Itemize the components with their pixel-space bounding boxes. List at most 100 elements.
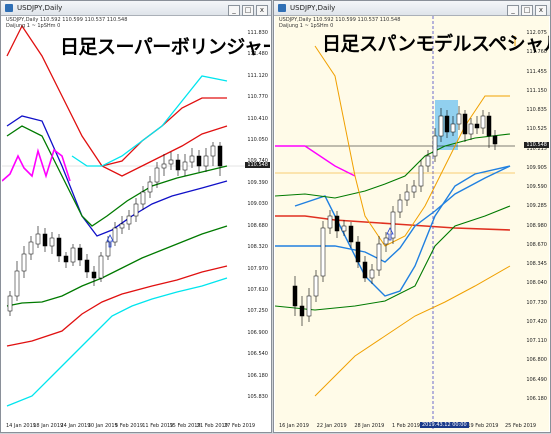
bull-candle — [70, 247, 76, 263]
x-axis-tick-label: 18 Jan 2019 — [33, 423, 64, 429]
bear-candle — [63, 255, 69, 263]
indicator-info-line: Daijung 1 ~ 1pSHm 0 — [6, 23, 61, 29]
bear-candle — [334, 215, 340, 232]
bull-candle — [14, 270, 20, 297]
chart-window-bollinger[interactable]: USDJPY,Daily _ □ x USDJPY,Daily 110.592 11… — [0, 0, 272, 433]
window-titlebar[interactable]: USDJPY,Daily _ □ x — [274, 1, 550, 16]
y-axis-tick-label: 106.900 — [247, 329, 268, 336]
bull-candle — [404, 191, 410, 201]
y-axis-tick-label: 109.285 — [526, 203, 547, 210]
y-axis-tick-label: 112.075 — [526, 30, 547, 36]
x-axis-tick-label: 15 Feb 2019 — [169, 423, 201, 429]
y-axis-tick-label: 110.770 — [247, 94, 268, 101]
bear-candle — [474, 123, 480, 129]
x-axis-tick-label: 27 Feb 2019 — [224, 423, 256, 429]
maximize-button[interactable]: □ — [242, 5, 254, 16]
x-axis-tick-label: 30 Jan 2019 — [87, 423, 118, 429]
y-axis-tick-label: 107.420 — [526, 318, 547, 325]
y-axis-tick-label: 108.320 — [247, 244, 268, 251]
chart-info-line: USDJPY,Daily 110.592 110.599 110.537 110… — [6, 17, 128, 23]
span-red-line — [275, 215, 511, 231]
bull-candle — [210, 145, 216, 157]
window-titlebar[interactable]: USDJPY,Daily _ □ x — [1, 1, 271, 16]
y-axis-tick-label: 110.525 — [526, 126, 547, 133]
bull-candle — [147, 181, 153, 193]
y-axis-tick-label: 111.760 — [526, 49, 547, 56]
y-axis-tick-label: 109.905 — [526, 164, 547, 171]
y-axis-tick-label: 108.980 — [526, 222, 547, 229]
y-axis-tick-label: 106.180 — [526, 396, 547, 402]
bb-plus-2-line — [6, 24, 228, 177]
bull-candle — [168, 159, 174, 165]
y-axis-tick-label: 109.030 — [247, 201, 268, 208]
bull-candle — [28, 241, 34, 255]
bull-candle — [456, 113, 462, 125]
bb-lower-2-line — [6, 225, 228, 307]
bear-candle — [175, 159, 181, 171]
bear-candle — [486, 115, 492, 137]
bollinger-chart-svg — [2, 24, 250, 407]
bull-candle — [98, 255, 104, 279]
chart-plot-area[interactable]: USDJPY,Daily 110.592 110.599 110.537 110… — [275, 16, 549, 431]
bull-candle — [383, 237, 389, 245]
bull-candle — [320, 227, 326, 277]
y-axis-tick-label: 108.680 — [247, 222, 268, 229]
minimize-button[interactable]: _ — [228, 5, 240, 16]
bb-center-line — [6, 125, 228, 227]
chart-window-span-model[interactable]: USDJPY,Daily _ □ x USDJPY,Daily 110.592 11… — [273, 0, 551, 433]
bull-candle — [418, 165, 424, 187]
bull-candle — [105, 241, 111, 257]
close-button[interactable]: x — [256, 5, 268, 16]
bear-candle — [217, 145, 223, 167]
bull-candle — [425, 155, 431, 167]
y-axis-tick-label: 111.480 — [247, 51, 268, 58]
bull-candle — [182, 161, 188, 171]
chart-info-line: USDJPY,Daily 110.592 110.599 110.537 110… — [279, 17, 401, 23]
arrow-up-icon — [106, 234, 114, 248]
bear-candle — [91, 271, 97, 279]
chart-window-icon — [5, 4, 13, 12]
window-title: USDJPY,Daily — [290, 4, 336, 12]
close-button[interactable]: x — [535, 5, 547, 16]
bull-candle — [438, 115, 444, 137]
crosshair-date-label: 2019.43.12 00:00 — [420, 422, 469, 428]
minimize-button[interactable]: _ — [507, 5, 519, 16]
y-axis-tick-label: 107.610 — [247, 286, 268, 293]
bull-candle — [7, 295, 13, 312]
x-axis-tick-label: 28 Jan 2019 — [354, 423, 385, 429]
bear-candle — [42, 233, 48, 247]
x-axis-tick-label: 5 Feb 2019 — [115, 423, 143, 429]
bull-candle — [313, 275, 319, 297]
bull-candle — [468, 123, 474, 135]
chart-banner-title: 日足スーパーボリンジャー — [60, 36, 270, 58]
bull-candle — [140, 191, 146, 205]
y-axis-tick-label: 106.800 — [526, 357, 547, 364]
x-axis-tick-label: 16 Jan 2019 — [279, 423, 309, 429]
x-axis-tick-label: 11 Feb 2019 — [142, 423, 174, 429]
bull-candle — [432, 135, 438, 157]
bb-lower-3b-line — [6, 265, 228, 347]
x-axis-tick-label: 24 Jan 2019 — [60, 423, 91, 429]
bull-candle — [154, 167, 160, 183]
bull-candle — [369, 269, 375, 279]
lagging-span-line — [275, 145, 356, 177]
y-axis-tick-label: 110.835 — [526, 107, 547, 114]
bull-candle — [306, 295, 312, 317]
bull-candle — [450, 123, 456, 133]
conversion-line — [275, 133, 511, 199]
y-axis-tick-label: 108.670 — [526, 241, 547, 248]
bull-candle — [119, 223, 125, 229]
span-blue-line-2 — [294, 165, 511, 297]
maximize-button[interactable]: □ — [521, 5, 533, 16]
y-axis-tick-label: 111.150 — [526, 87, 547, 94]
y-axis-tick-label: 107.250 — [247, 308, 268, 315]
bear-candle — [77, 247, 83, 261]
bull-candle — [112, 227, 118, 243]
bear-candle — [492, 135, 498, 145]
chart-plot-area[interactable]: USDJPY,Daily 110.592 110.599 110.537 110… — [2, 16, 270, 431]
y-axis-tick-label: 111.830 — [247, 30, 268, 36]
y-axis-tick-label: 110.410 — [247, 115, 268, 122]
upper-band-line — [314, 45, 510, 247]
x-axis-tick-label: 22 Jan 2019 — [316, 423, 347, 429]
y-axis-tick-label: 106.180 — [247, 372, 268, 379]
